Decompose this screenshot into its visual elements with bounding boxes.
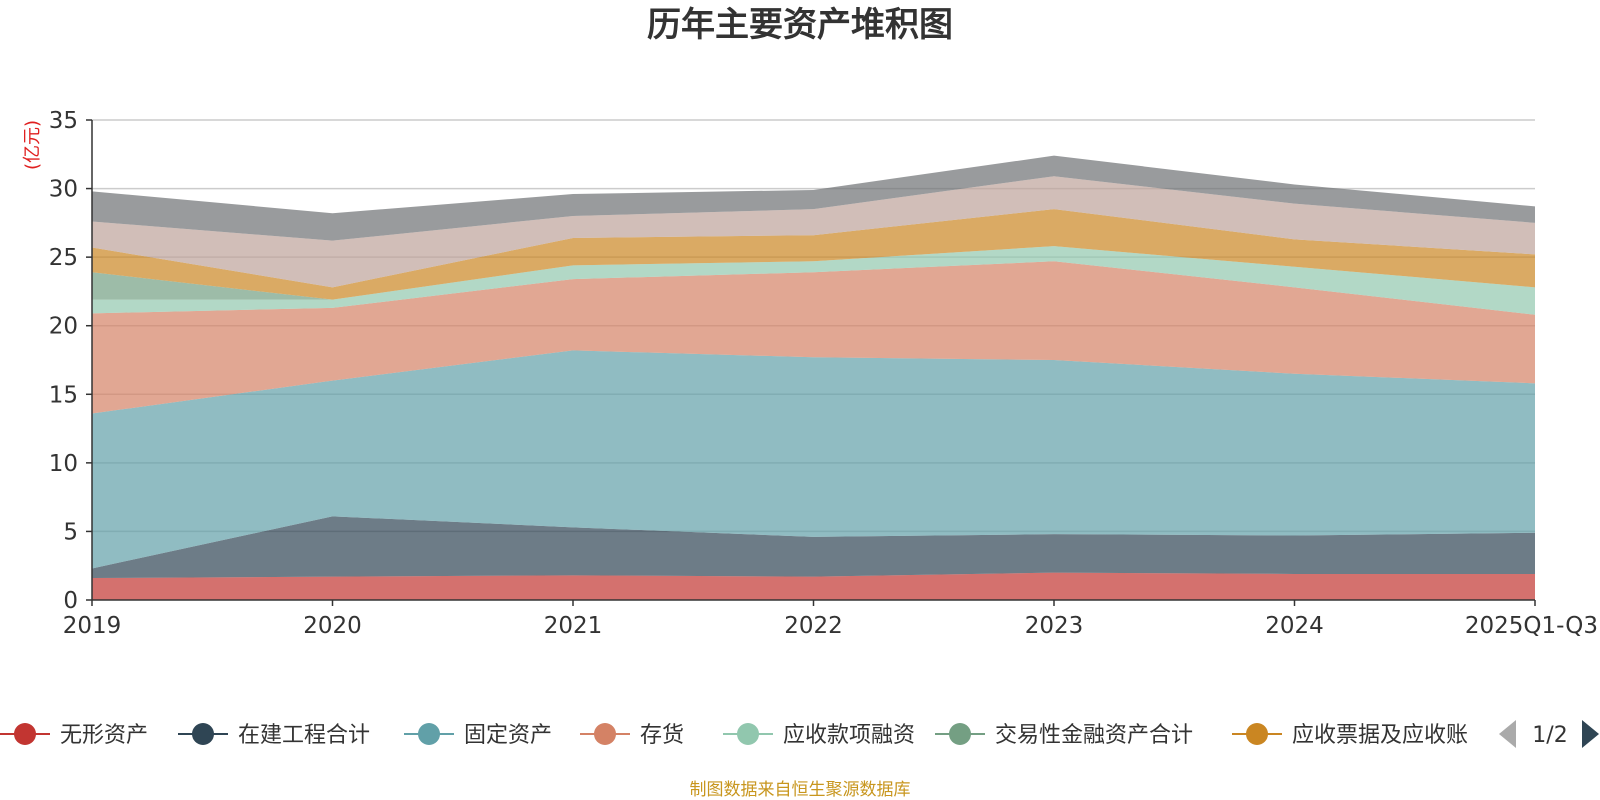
legend-item-7[interactable]: 应收票据及应收账 — [1232, 723, 1468, 748]
legend-label: 固定资产 — [464, 723, 552, 748]
area-4 — [92, 261, 1535, 414]
y-tick-label: 5 — [63, 519, 78, 545]
source-note: 制图数据来自恒生聚源数据库 — [690, 780, 911, 800]
area-7 — [92, 209, 1535, 300]
area-series — [92, 155, 1535, 600]
area-2 — [92, 516, 1535, 579]
y-axis-unit: (亿元) — [22, 120, 43, 170]
legend-item-2[interactable]: 在建工程合计 — [178, 723, 370, 748]
y-tick-label: 20 — [49, 314, 78, 340]
x-tick-label: 2023 — [1025, 613, 1084, 639]
y-tick-label: 10 — [49, 451, 78, 477]
legend-label: 应收票据及应收账 — [1292, 723, 1468, 748]
y-tick-label: 0 — [63, 588, 78, 614]
axes: 0 5 10 15 20 25 30 35 2019 2020 2021 2022 2023 2024 20… — [49, 108, 1598, 639]
y-tick-label: 30 — [49, 177, 78, 203]
legend-marker — [737, 723, 759, 745]
legend-marker — [192, 723, 214, 745]
area-9 — [92, 155, 1535, 241]
chart-title: 历年主要资产堆积图 — [647, 5, 953, 45]
legend-label: 在建工程合计 — [238, 723, 370, 748]
legend: 无形资产 在建工程合计 固定资产 存货 应收款项融资 交易性金融资产合计 应收票据及应收账 1… — [0, 720, 1599, 748]
legend-marker — [418, 723, 440, 745]
legend-item-1[interactable]: 无形资产 — [0, 723, 148, 748]
legend-label: 交易性金融资产合计 — [995, 723, 1193, 748]
area-1 — [92, 572, 1535, 600]
x-tick-label: 2021 — [544, 613, 603, 639]
area-3 — [92, 350, 1535, 569]
legend-page-indicator: 1/2 — [1532, 723, 1567, 748]
area-8 — [92, 176, 1535, 288]
area-5 — [92, 246, 1535, 315]
legend-label: 存货 — [640, 723, 684, 748]
x-tick-label: 2025Q1-Q3 — [1465, 613, 1598, 639]
area-6 — [92, 246, 1535, 300]
x-tick-label: 2024 — [1265, 613, 1324, 639]
legend-item-5[interactable]: 应收款项融资 — [723, 723, 915, 748]
y-tick-label: 35 — [49, 108, 78, 134]
x-tick-label: 2022 — [784, 613, 843, 639]
legend-item-4[interactable]: 存货 — [580, 723, 684, 748]
y-tick-label: 15 — [49, 382, 78, 408]
x-tick-label: 2019 — [63, 613, 122, 639]
legend-marker — [594, 723, 616, 745]
y-tick-label: 25 — [49, 245, 78, 271]
legend-label: 无形资产 — [60, 723, 148, 748]
legend-marker — [1246, 723, 1268, 745]
legend-next-page-icon[interactable] — [1582, 720, 1599, 748]
x-tick-label: 2020 — [303, 613, 362, 639]
legend-marker — [14, 723, 36, 745]
legend-prev-page-icon[interactable] — [1499, 720, 1516, 748]
legend-item-6[interactable]: 交易性金融资产合计 — [935, 723, 1193, 748]
legend-label: 应收款项融资 — [783, 723, 915, 748]
legend-marker — [949, 723, 971, 745]
legend-item-3[interactable]: 固定资产 — [404, 723, 552, 748]
